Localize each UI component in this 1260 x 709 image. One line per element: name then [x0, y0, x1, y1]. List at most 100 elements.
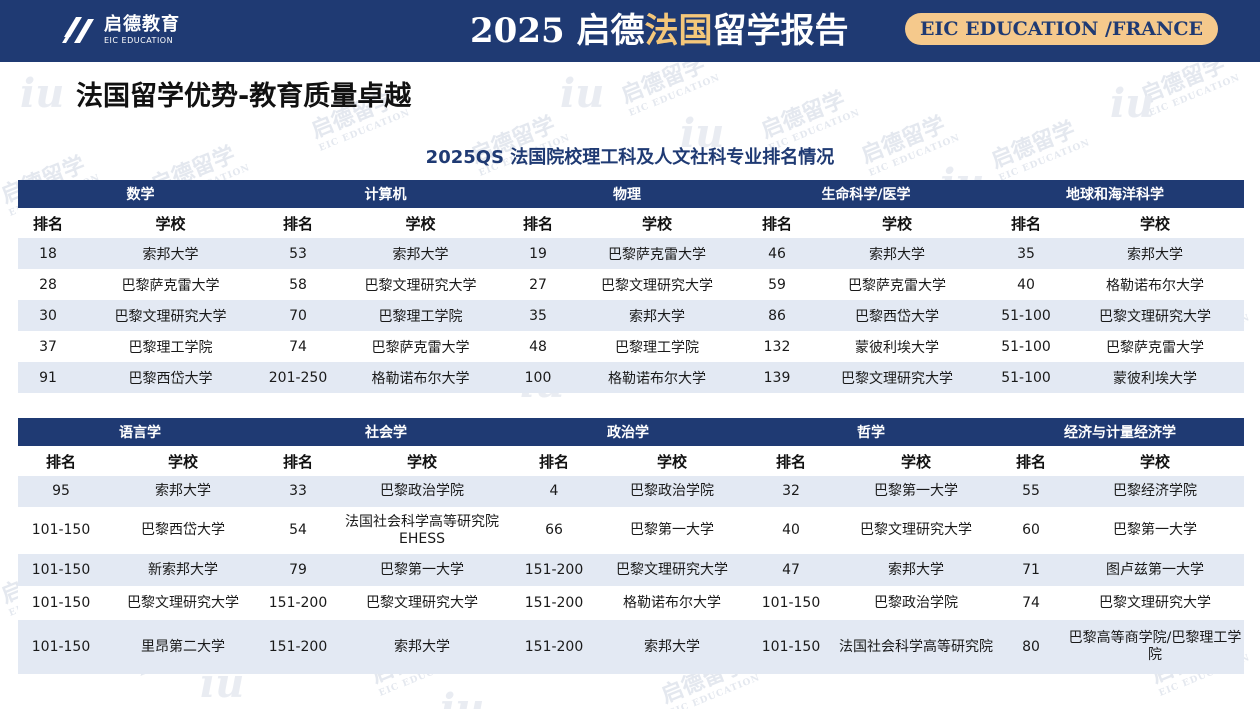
table-row: 101-150 新索邦大学 79 巴黎第一大学 151-200 巴黎文理研究大学 47 索邦大… [18, 554, 1244, 586]
rank-cell: 48 [508, 331, 568, 362]
rank-cell: 37 [18, 331, 78, 362]
subject-header: 语言学 [18, 418, 262, 446]
table-row: 28 巴黎萨克雷大学 58 巴黎文理研究大学 27 巴黎文理研究大学 59 巴黎萨克雷大学 40… [18, 269, 1244, 300]
rank-cell: 46 [746, 238, 808, 269]
rank-cell: 40 [746, 507, 836, 554]
school-cell: 图卢兹第一大学 [1066, 554, 1244, 586]
school-column-header: 学校 [1066, 446, 1244, 476]
watermark-logo-mark: iu [20, 70, 65, 117]
school-cell: 巴黎文理研究大学 [568, 269, 746, 300]
table-row: 30 巴黎文理研究大学 70 巴黎理工学院 35 索邦大学 86 巴黎西岱大学 51-100 巴黎… [18, 300, 1244, 331]
school-cell: 巴黎政治学院 [598, 476, 746, 507]
rank-cell: 54 [262, 507, 334, 554]
report-title-accent: 法国 [644, 11, 713, 51]
school-cell: 巴黎理工学院 [568, 331, 746, 362]
school-cell: 里昂第二大学 [104, 620, 262, 674]
subject-header: 计算机 [263, 180, 508, 208]
rank-cell: 18 [18, 238, 78, 269]
rank-cell: 91 [18, 362, 78, 393]
rank-cell: 51-100 [986, 300, 1066, 331]
page-title: 法国留学优势-教育质量卓越 [76, 81, 412, 112]
school-cell: 巴黎理工学院 [78, 331, 263, 362]
subject-header: 社会学 [262, 418, 510, 446]
rank-cell: 55 [996, 476, 1066, 507]
school-cell: 索邦大学 [598, 620, 746, 674]
subject-header: 政治学 [510, 418, 746, 446]
school-cell: 巴黎萨克雷大学 [568, 238, 746, 269]
rank-column-header: 排名 [746, 208, 808, 238]
school-cell: 巴黎文理研究大学 [808, 362, 986, 393]
logo-name: 启德教育 [104, 13, 180, 35]
rank-cell: 58 [263, 269, 333, 300]
school-cell: 巴黎西岱大学 [808, 300, 986, 331]
report-title: 2025 启德法国留学报告 [470, 8, 848, 54]
school-column-header: 学校 [78, 208, 263, 238]
table-row: 95 索邦大学 33 巴黎政治学院 4 巴黎政治学院 32 巴黎第一大学 55 巴黎经济学院 [18, 476, 1244, 507]
table-title: 2025QS 法国院校理工科及人文社科专业排名情况 [425, 147, 835, 168]
rank-cell: 28 [18, 269, 78, 300]
report-title-year: 2025 [470, 11, 565, 51]
rank-cell: 51-100 [986, 331, 1066, 362]
school-cell: 巴黎政治学院 [836, 586, 996, 620]
rank-cell: 151-200 [510, 554, 598, 586]
rank-cell: 66 [510, 507, 598, 554]
rank-cell: 101-150 [18, 620, 104, 674]
watermark-english: EIC EDUCATION [667, 672, 762, 709]
school-column-header: 学校 [104, 446, 262, 476]
school-cell: 法国社会科学高等研究院EHESS [334, 507, 510, 554]
school-cell: 索邦大学 [334, 620, 510, 674]
rank-cell: 132 [746, 331, 808, 362]
school-column-header: 学校 [836, 446, 996, 476]
school-column-header: 学校 [598, 446, 746, 476]
watermark-logo-mark: iu [440, 685, 485, 709]
school-column-header: 学校 [808, 208, 986, 238]
rank-cell: 151-200 [262, 620, 334, 674]
stem-ranking-table: 数学 计算机 物理 生命科学/医学 地球和海洋科学 排名 学校 排名 学校 排名 学校 排名 学校 排名学… [18, 180, 1244, 393]
watermark-text: 启德留学 [757, 86, 849, 144]
rank-cell: 95 [18, 476, 104, 507]
table-row: 101-150 里昂第二大学 151-200 索邦大学 151-200 索邦大学 101-1… [18, 620, 1244, 674]
rank-column-header: 排名 [986, 208, 1066, 238]
school-cell: 索邦大学 [104, 476, 262, 507]
school-cell: 格勒诺布尔大学 [598, 586, 746, 620]
watermark-english: EIC EDUCATION [1147, 72, 1242, 119]
rank-column-header: 排名 [510, 446, 598, 476]
rank-cell: 101-150 [746, 620, 836, 674]
school-cell: 巴黎第一大学 [334, 554, 510, 586]
school-cell: 巴黎政治学院 [334, 476, 510, 507]
school-cell: 巴黎文理研究大学 [104, 586, 262, 620]
table-row: 18 索邦大学 53 索邦大学 19 巴黎萨克雷大学 46 索邦大学 35 索邦大学 [18, 238, 1244, 269]
school-cell: 巴黎西岱大学 [78, 362, 263, 393]
rank-cell: 71 [996, 554, 1066, 586]
rank-cell: 86 [746, 300, 808, 331]
school-cell: 索邦大学 [78, 238, 263, 269]
rank-cell: 53 [263, 238, 333, 269]
rank-cell: 30 [18, 300, 78, 331]
rank-cell: 59 [746, 269, 808, 300]
humanities-ranking-table: 语言学 社会学 政治学 哲学 经济与计量经济学 排名 学校 排名 学校 排名 学校 排名 学校 排名 学校 … [18, 418, 1244, 674]
rank-cell: 32 [746, 476, 836, 507]
school-cell: 巴黎萨克雷大学 [1066, 331, 1244, 362]
subject-header: 生命科学/医学 [746, 180, 986, 208]
school-column-header: 学校 [333, 208, 508, 238]
school-cell: 巴黎西岱大学 [104, 507, 262, 554]
rank-cell: 51-100 [986, 362, 1066, 393]
subject-header: 经济与计量经济学 [996, 418, 1244, 446]
rank-column-header: 排名 [746, 446, 836, 476]
rank-cell: 47 [746, 554, 836, 586]
report-title-rest: 留学报告 [712, 11, 849, 51]
rank-column-header: 排名 [508, 208, 568, 238]
school-cell: 法国社会科学高等研究院 [836, 620, 996, 674]
school-cell: 巴黎文理研究大学 [598, 554, 746, 586]
rank-cell: 101-150 [18, 586, 104, 620]
rank-column-header: 排名 [263, 208, 333, 238]
rank-cell: 40 [986, 269, 1066, 300]
rank-cell: 35 [508, 300, 568, 331]
school-cell: 索邦大学 [836, 554, 996, 586]
rank-cell: 101-150 [18, 507, 104, 554]
watermark-logo-mark: iu [560, 70, 605, 117]
rank-cell: 101-150 [746, 586, 836, 620]
subject-header: 数学 [18, 180, 263, 208]
school-cell: 格勒诺布尔大学 [333, 362, 508, 393]
header-bar: 启德教育 EIC EDUCATION 2025 启德法国留学报告 EIC EDU… [0, 0, 1260, 62]
